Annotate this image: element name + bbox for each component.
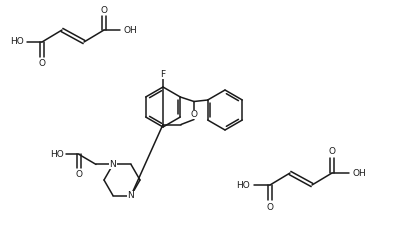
Text: O: O [100, 5, 107, 15]
Text: OH: OH [351, 168, 365, 178]
Text: O: O [190, 110, 197, 119]
Text: HO: HO [10, 37, 24, 45]
Text: O: O [328, 147, 335, 157]
Text: HO: HO [50, 150, 64, 159]
Text: O: O [38, 59, 45, 67]
Text: F: F [160, 70, 165, 78]
Text: N: N [109, 160, 116, 169]
Text: O: O [75, 170, 82, 179]
Text: OH: OH [123, 26, 136, 34]
Text: O: O [266, 202, 273, 212]
Text: N: N [127, 191, 134, 200]
Text: HO: HO [236, 180, 249, 190]
